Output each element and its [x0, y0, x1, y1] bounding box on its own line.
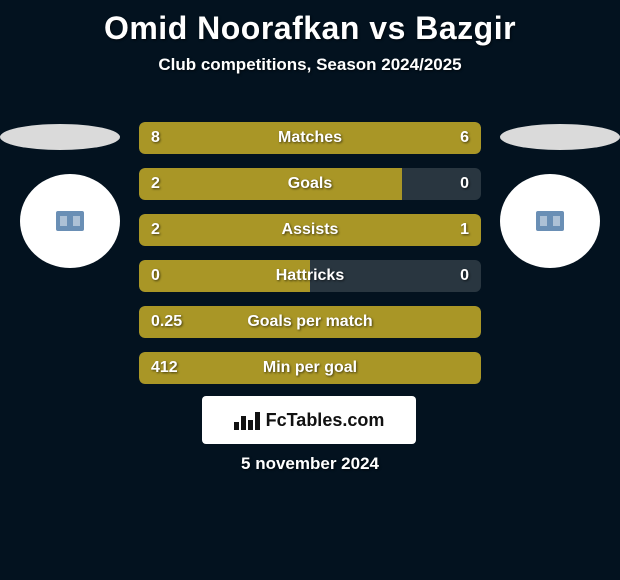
stat-label: Assists [139, 221, 481, 239]
page-title: Omid Noorafkan vs Bazgir [0, 0, 620, 47]
stat-row: 20Goals [139, 168, 481, 200]
stat-label: Goals [139, 175, 481, 193]
stat-label: Min per goal [139, 359, 481, 377]
placeholder-image-icon [56, 211, 84, 231]
stat-row: 0.25Goals per match [139, 306, 481, 338]
subtitle: Club competitions, Season 2024/2025 [0, 55, 620, 75]
comparison-bars: 86Matches 20Goals 21Assists 00Hattricks 0.25… [139, 122, 481, 398]
player-avatar-left [20, 174, 120, 268]
date-label: 5 november 2024 [0, 454, 620, 474]
bars-icon [234, 410, 260, 430]
logo-text: FcTables.com [266, 410, 385, 431]
stat-row: 21Assists [139, 214, 481, 246]
stat-row: 86Matches [139, 122, 481, 154]
player-avatar-right [500, 174, 600, 268]
stat-label: Hattricks [139, 267, 481, 285]
stat-row: 00Hattricks [139, 260, 481, 292]
shadow-ellipse-right [500, 124, 620, 150]
placeholder-image-icon [536, 211, 564, 231]
stat-label: Matches [139, 129, 481, 147]
fctables-logo: FcTables.com [202, 396, 416, 444]
stat-label: Goals per match [139, 313, 481, 331]
shadow-ellipse-left [0, 124, 120, 150]
stat-row: 412Min per goal [139, 352, 481, 384]
